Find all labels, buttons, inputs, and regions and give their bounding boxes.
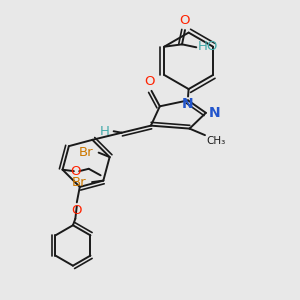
Text: Br: Br (79, 146, 93, 159)
Text: N: N (208, 106, 220, 120)
Text: Br: Br (71, 176, 86, 189)
Text: HO: HO (197, 40, 218, 53)
Text: O: O (70, 165, 81, 178)
Text: O: O (179, 14, 190, 27)
Text: H: H (99, 125, 109, 138)
Text: N: N (182, 98, 194, 111)
Text: CH₃: CH₃ (206, 136, 225, 146)
Text: O: O (145, 76, 155, 88)
Text: O: O (72, 204, 82, 217)
